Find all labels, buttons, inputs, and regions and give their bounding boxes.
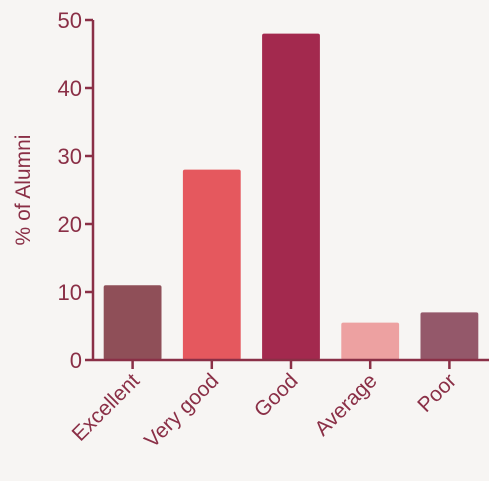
y-tick-label: 30 <box>58 144 82 169</box>
x-tick-label: Good <box>250 369 303 422</box>
x-tick-label: Very good <box>140 369 223 452</box>
y-tick-label: 10 <box>58 280 82 305</box>
bar-very-good <box>182 169 241 360</box>
x-tick-label: Average <box>310 369 381 440</box>
y-axis-label: % of Alumni <box>12 135 35 246</box>
y-axis: 0 10 20 30 40 50 <box>58 8 95 373</box>
x-tick-label: Poor <box>413 369 461 417</box>
bar-poor <box>420 312 479 360</box>
y-tick-label: 20 <box>58 212 82 237</box>
bars-group <box>103 33 479 360</box>
x-tick-label: Excellent <box>68 369 145 446</box>
y-tick-label: 50 <box>58 8 82 33</box>
y-tick-label: 40 <box>58 76 82 101</box>
bar-excellent <box>103 285 162 360</box>
bar-average <box>341 322 400 360</box>
y-tick-label: 0 <box>70 348 82 373</box>
bar-good <box>262 33 320 360</box>
